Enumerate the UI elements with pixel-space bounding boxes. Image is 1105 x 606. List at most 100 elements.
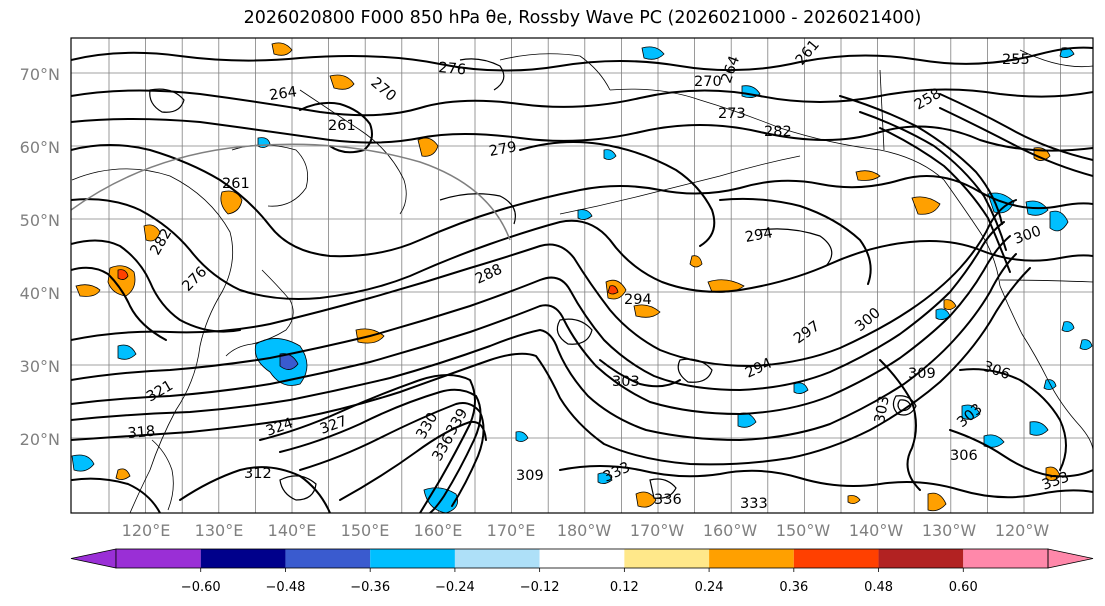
anomaly-patch-negative xyxy=(597,472,613,484)
colorbar-segment xyxy=(709,549,794,568)
contour-label: 276 xyxy=(438,60,467,78)
anomaly-patch-positive xyxy=(855,170,881,181)
anomaly-patch-negative xyxy=(603,149,617,160)
colorbar-tick-label: −0.36 xyxy=(350,580,390,595)
contour-label: 312 xyxy=(244,466,272,482)
anomaly-patch-negative xyxy=(641,46,665,60)
contour-label: 261 xyxy=(328,118,356,134)
colorbar-tick-label: −0.24 xyxy=(435,580,475,595)
coastline-philippines xyxy=(151,439,174,511)
latitude-labels: 70°N 60°N 50°N 40°N 30°N 20°N xyxy=(20,65,60,449)
colorbar-tick-label: 0.24 xyxy=(695,580,724,595)
contour-line xyxy=(71,235,1011,415)
anomaly-patch-negative xyxy=(577,209,593,220)
anomaly-patch-positive xyxy=(689,255,703,268)
anomaly-patch-positive xyxy=(107,265,136,297)
contour-line xyxy=(259,374,476,513)
contour-line xyxy=(71,88,1093,117)
contour-label: 336 xyxy=(654,492,682,508)
shaded-anomalies xyxy=(71,42,1093,513)
contour-line xyxy=(556,318,593,345)
contour-line xyxy=(892,395,917,416)
colorbar-segment xyxy=(454,549,540,568)
lat-label: 20°N xyxy=(20,430,60,449)
anomaly-patch-negative xyxy=(1049,210,1069,232)
contour-line xyxy=(279,475,317,501)
coastline-na-west xyxy=(999,285,1093,451)
graticule xyxy=(71,38,1093,513)
lon-label: 160°E xyxy=(414,521,463,540)
anomaly-patch-positive xyxy=(635,491,657,508)
theta-e-contours xyxy=(71,46,1093,513)
colorbar-segment xyxy=(285,549,371,568)
contour-line xyxy=(71,253,1017,441)
contour-line xyxy=(897,399,912,412)
lat-label: 60°N xyxy=(20,138,60,157)
contour-label: 282 xyxy=(764,124,792,140)
theta-e-contours-thin xyxy=(149,58,917,501)
contour-line xyxy=(179,466,331,513)
contour-line xyxy=(859,111,1007,251)
contour-label: 306 xyxy=(950,448,978,464)
contour-line xyxy=(71,199,1017,367)
contour-line xyxy=(839,95,1003,225)
colorbar-tick-label: −0.12 xyxy=(520,580,560,595)
colorbar-tick-label: 0.12 xyxy=(610,580,639,595)
contour-line xyxy=(879,127,1011,273)
anomaly-patch-positive xyxy=(271,42,293,56)
map-title: 2026020800 F000 850 hPa θe, Rossby Wave … xyxy=(243,8,922,28)
map-frame xyxy=(70,37,1094,514)
anomaly-patch-positive xyxy=(911,196,941,215)
anomaly-patch-negative xyxy=(515,431,529,442)
anomaly-patch-negative xyxy=(1061,321,1075,332)
contour-line xyxy=(71,46,1093,72)
lon-label: 150°W xyxy=(776,521,831,540)
contour-line xyxy=(71,198,1093,300)
contour-line xyxy=(71,267,1031,466)
lon-label: 140°W xyxy=(849,521,904,540)
contour-line xyxy=(439,193,516,225)
colorbar-segment xyxy=(963,549,1048,568)
colorbar-tick-label: 0.36 xyxy=(779,580,808,595)
contour-label: 333 xyxy=(740,496,768,512)
anomaly-patch-positive xyxy=(633,304,661,318)
lat-label: 70°N xyxy=(20,65,60,84)
lon-label: 120°W xyxy=(995,521,1050,540)
arc-line xyxy=(71,143,511,241)
contour-label: 270 xyxy=(694,74,722,90)
contour-line xyxy=(939,107,1093,177)
lon-label: 150°E xyxy=(341,521,390,540)
colorbar-extend-high xyxy=(1047,548,1094,569)
anomaly-patch-positive xyxy=(417,137,439,157)
contour-line xyxy=(519,141,716,247)
colorbar-segment xyxy=(116,549,201,568)
colorbar-tick-label: −0.48 xyxy=(266,580,306,595)
coastlines xyxy=(71,49,1093,513)
map-background xyxy=(71,38,1093,513)
lon-label: 180°W xyxy=(557,521,612,540)
colorbar-segment xyxy=(200,549,286,568)
colorbar-segment xyxy=(624,549,710,568)
lon-label: 140°E xyxy=(268,521,317,540)
contour-line xyxy=(71,477,161,513)
colorbar-tick-label: 0.60 xyxy=(949,580,978,595)
contour-line xyxy=(759,228,833,267)
contour-line xyxy=(559,465,1093,499)
anomaly-patch-positive xyxy=(143,224,161,242)
colorbar-segment xyxy=(878,549,964,568)
contour-label: 294 xyxy=(624,292,652,308)
contour-line xyxy=(71,266,167,341)
lon-label: 170°W xyxy=(630,521,685,540)
contour-label: 309 xyxy=(908,366,936,382)
anomaly-patch-negative xyxy=(793,382,809,394)
contour-label: 261 xyxy=(222,176,250,192)
contour-line xyxy=(719,197,872,285)
contour-line xyxy=(279,388,482,513)
lon-label: 130°E xyxy=(195,521,244,540)
contour-line xyxy=(879,359,921,491)
colorbar-tick-label: 0.48 xyxy=(864,580,893,595)
coastline-alaska xyxy=(609,88,1001,287)
contour-line xyxy=(599,359,681,388)
contour-line xyxy=(459,58,505,91)
